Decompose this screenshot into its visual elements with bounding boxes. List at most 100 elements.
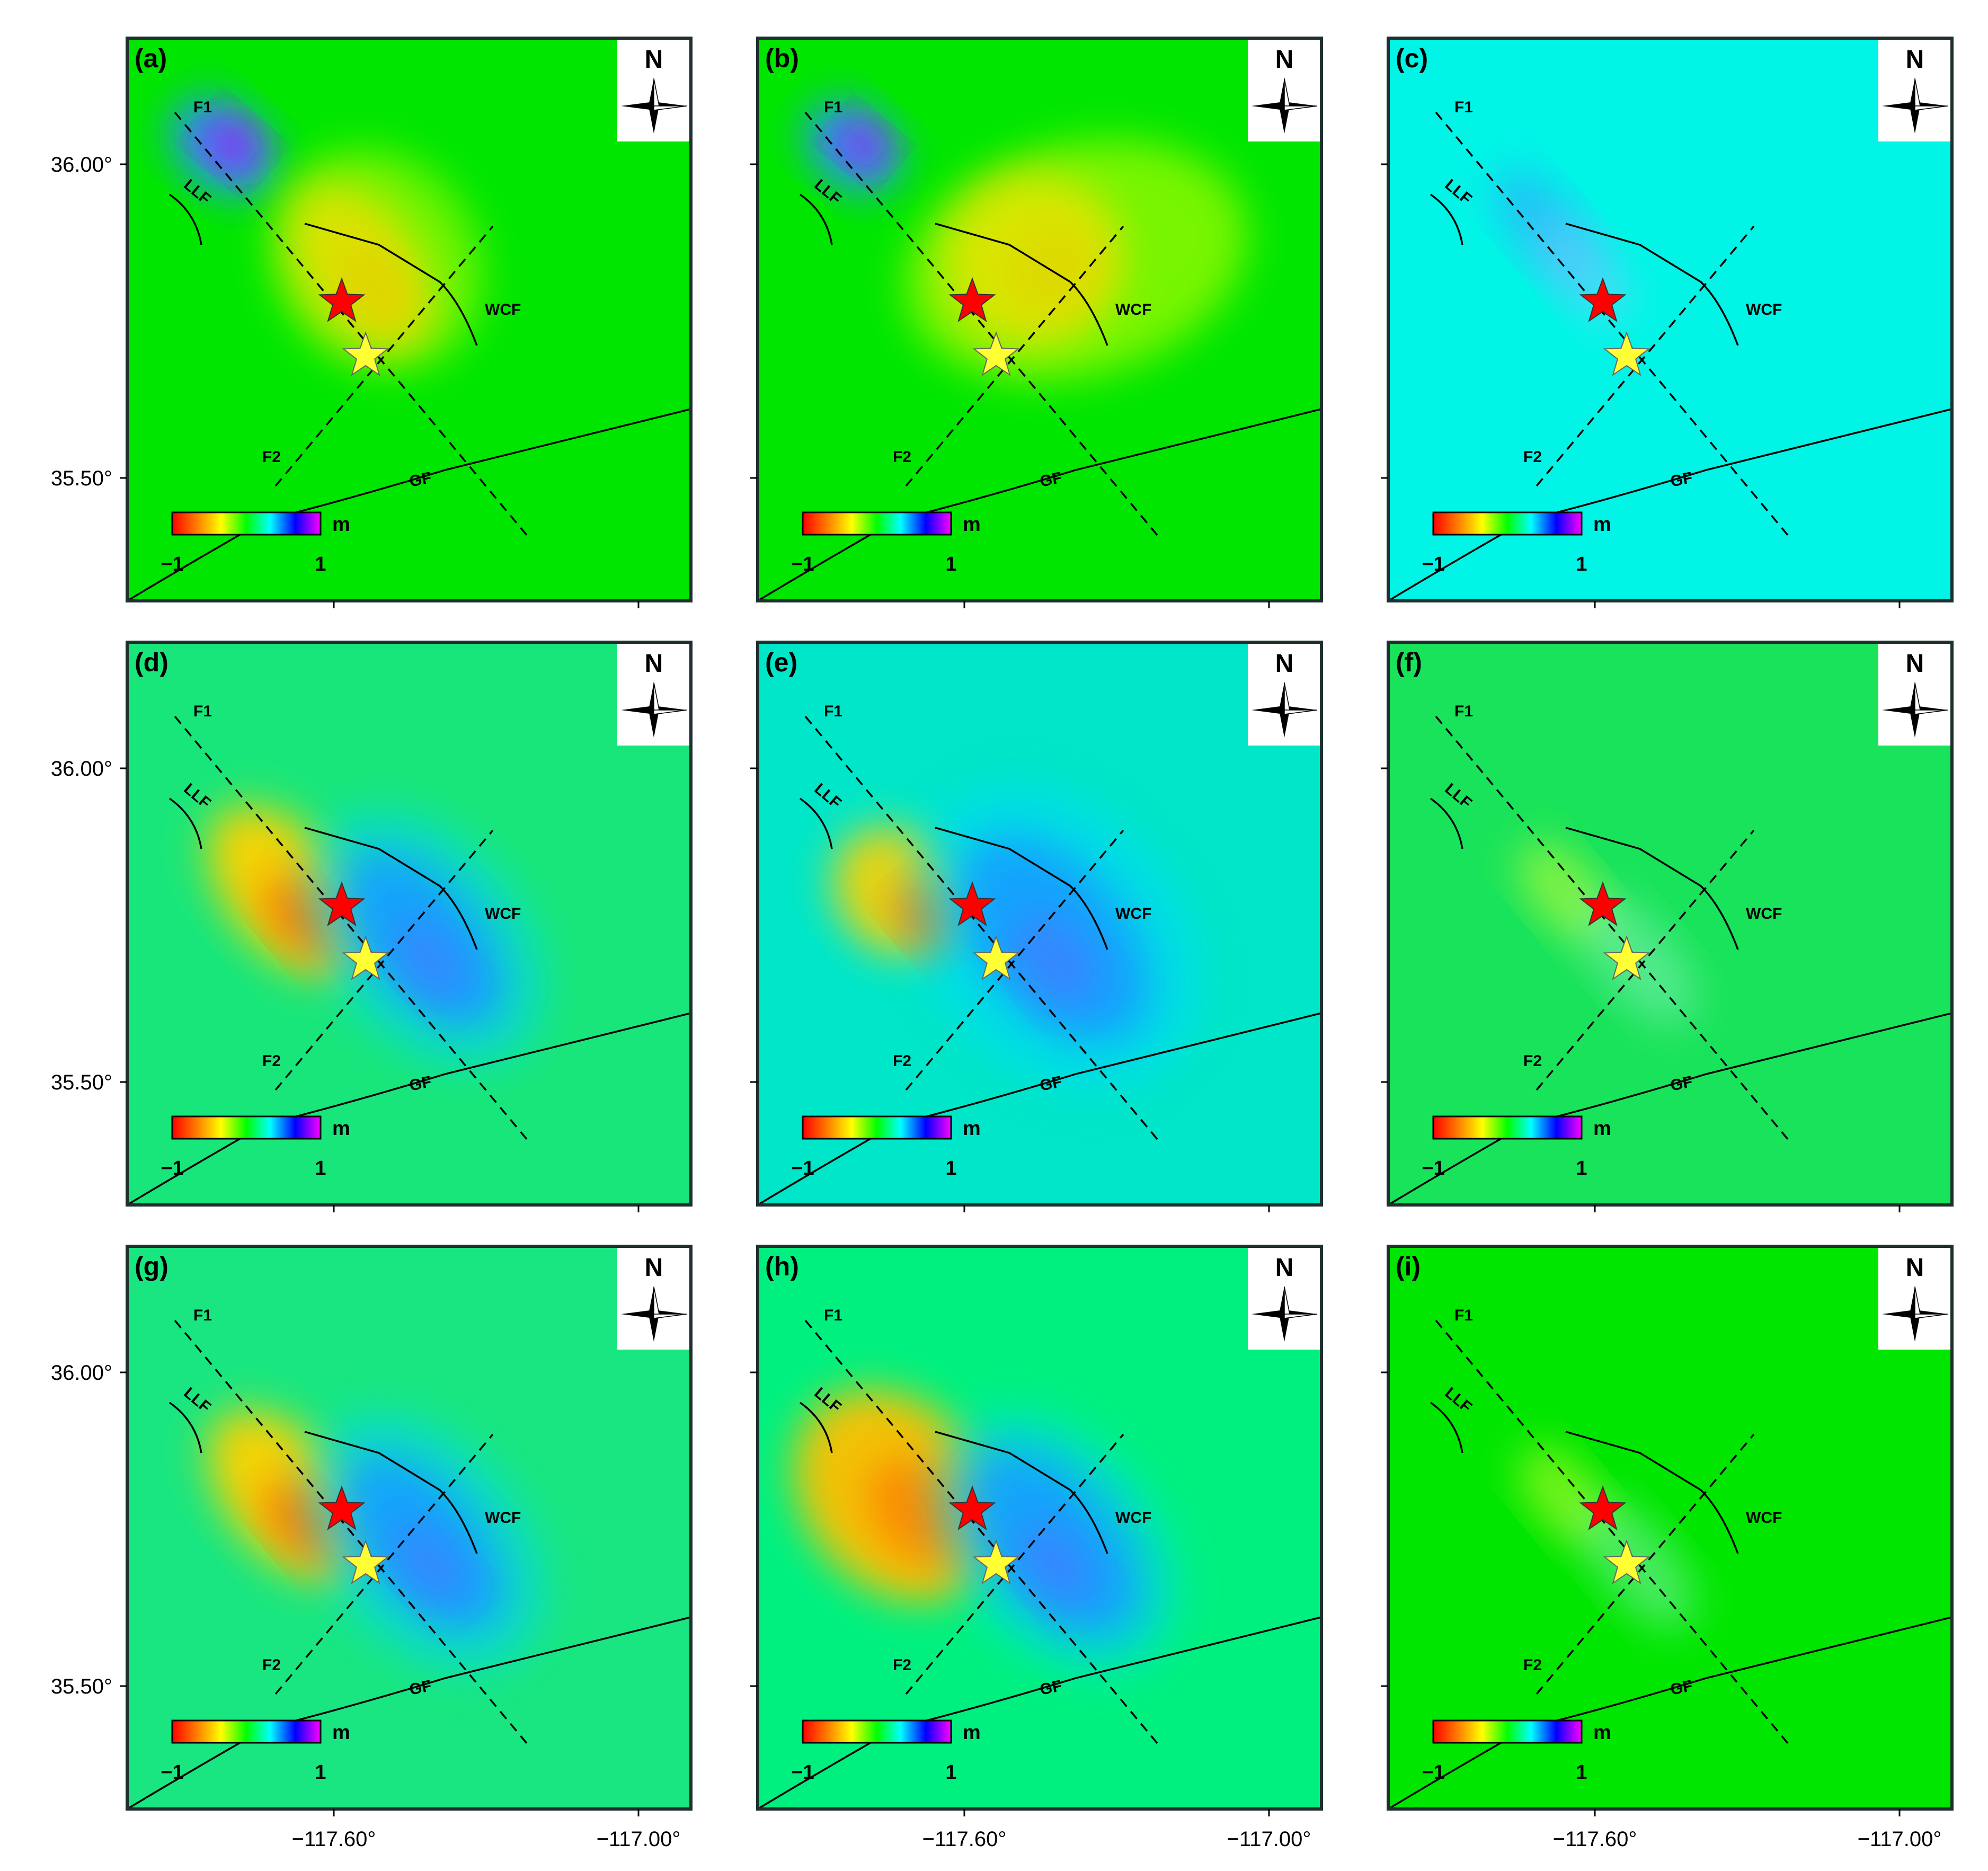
north-label: N xyxy=(1906,1254,1924,1282)
colorbar-min-label: −1 xyxy=(161,553,183,575)
fault-wcf-line xyxy=(935,1431,1108,1554)
colorbar: m −1 1 xyxy=(1422,1719,1611,1784)
north-arrow: N xyxy=(1878,642,1952,746)
panel-label: (f) xyxy=(1396,648,1422,677)
epicenter-star-yellow xyxy=(1603,1539,1650,1584)
axis-ticks xyxy=(120,163,640,608)
fault-label-wcf: WCF xyxy=(485,301,521,318)
fault-lines xyxy=(758,1319,1321,1809)
fault-label-f2: F2 xyxy=(262,1656,281,1674)
fault-f1-line xyxy=(1435,715,1792,1144)
fault-gf-line xyxy=(758,1012,1321,1205)
map-background xyxy=(1388,38,1952,601)
axis-ticks xyxy=(120,1371,640,1816)
epicenter-star-red xyxy=(1579,277,1627,322)
fault-label-f1: F1 xyxy=(824,99,842,116)
fault-f1-line xyxy=(1435,1319,1792,1748)
panel-label: (e) xyxy=(765,648,797,677)
fault-f2-line xyxy=(905,1433,1124,1695)
colorbar-gradient xyxy=(1432,511,1583,536)
fault-f2-line xyxy=(274,1433,494,1695)
fault-wcf-line xyxy=(304,827,478,950)
fault-wcf-line xyxy=(304,1431,478,1554)
fault-f1-line xyxy=(804,1319,1161,1748)
colorbar-min-label: −1 xyxy=(161,1157,183,1180)
fault-llf-line xyxy=(1430,193,1463,245)
fault-f1-line xyxy=(1435,111,1792,540)
fault-wcf-line xyxy=(1565,223,1739,346)
colorbar: m −1 1 xyxy=(1422,1115,1611,1180)
colorbar-unit: m xyxy=(1593,1118,1611,1140)
colorbar-max-label: 1 xyxy=(1576,553,1587,575)
colorbar-gradient xyxy=(802,1719,952,1744)
fault-label-f1: F1 xyxy=(193,703,212,720)
x-tick-label: −117.00° xyxy=(1858,1828,1942,1851)
epicenter-star-yellow xyxy=(1603,331,1650,376)
fault-llf-line xyxy=(799,1402,833,1453)
axis-ticks xyxy=(1381,1371,1901,1816)
epicenter-star-red xyxy=(948,881,996,926)
north-arrow: N xyxy=(1248,38,1321,141)
epicenter-star-yellow xyxy=(1603,935,1650,980)
epicenter-star-yellow xyxy=(342,935,389,980)
fault-label-wcf: WCF xyxy=(1746,905,1782,923)
fault-lines xyxy=(758,111,1321,601)
fault-f2-line xyxy=(905,829,1124,1091)
axis-ticks xyxy=(750,1371,1270,1816)
map-frame xyxy=(1387,1245,1954,1811)
colorbar-gradient xyxy=(171,1115,322,1140)
colorbar-unit: m xyxy=(1593,1722,1611,1744)
displacement-field xyxy=(170,97,483,373)
colorbar: m −1 1 xyxy=(791,1719,981,1784)
colorbar-max-label: 1 xyxy=(945,1761,956,1784)
map-frame xyxy=(126,641,693,1207)
fault-label-f2: F2 xyxy=(1523,448,1542,466)
map-frame xyxy=(126,37,693,602)
epicenter-star-red xyxy=(948,1485,996,1530)
fault-label-wcf: WCF xyxy=(485,1509,521,1527)
fault-gf-line xyxy=(127,408,691,601)
fault-lines xyxy=(1388,1319,1952,1809)
fault-gf-line xyxy=(127,1012,691,1205)
displacement-field xyxy=(832,785,1201,1093)
epicenter-star-yellow xyxy=(972,331,1020,376)
north-label: N xyxy=(1906,650,1924,678)
displacement-blob xyxy=(206,118,261,171)
y-tick-label: 36.00° xyxy=(51,153,112,176)
epicenter-star-yellow xyxy=(972,1539,1020,1584)
displacement-blob xyxy=(904,139,1247,383)
fault-gf-line xyxy=(1388,1616,1952,1809)
map-frame xyxy=(756,1245,1323,1811)
fault-wcf-line xyxy=(935,223,1108,346)
x-tick-label: −117.60° xyxy=(1553,1828,1637,1851)
fault-label-f2: F2 xyxy=(893,1052,911,1070)
colorbar-max-label: 1 xyxy=(1576,1157,1587,1180)
displacement-field xyxy=(207,1409,547,1674)
colorbar-unit: m xyxy=(963,513,981,536)
displacement-field xyxy=(793,1389,1177,1674)
fault-label-wcf: WCF xyxy=(1115,1509,1151,1527)
colorbar-min-label: −1 xyxy=(1422,553,1444,575)
fault-lines xyxy=(758,715,1321,1205)
fault-label-f2: F2 xyxy=(1523,1052,1542,1070)
epicenter-star-red xyxy=(318,1485,366,1530)
fault-f1-line xyxy=(174,111,531,540)
axis-ticks xyxy=(1381,163,1901,608)
displacement-blob xyxy=(270,149,483,373)
colorbar-min-label: −1 xyxy=(161,1761,183,1784)
axis-ticks xyxy=(750,163,1270,608)
fault-f1-line xyxy=(804,715,1161,1144)
panel-label: (b) xyxy=(765,43,799,73)
axis-ticks xyxy=(120,767,640,1212)
epicenter-star-yellow xyxy=(972,935,1020,980)
fault-label-f1: F1 xyxy=(1454,1307,1473,1324)
fault-llf-line xyxy=(168,193,202,245)
fault-label-wcf: WCF xyxy=(1746,301,1782,318)
fault-wcf-line xyxy=(935,827,1108,950)
fault-f2-line xyxy=(274,829,494,1091)
fault-llf-line xyxy=(799,797,833,849)
